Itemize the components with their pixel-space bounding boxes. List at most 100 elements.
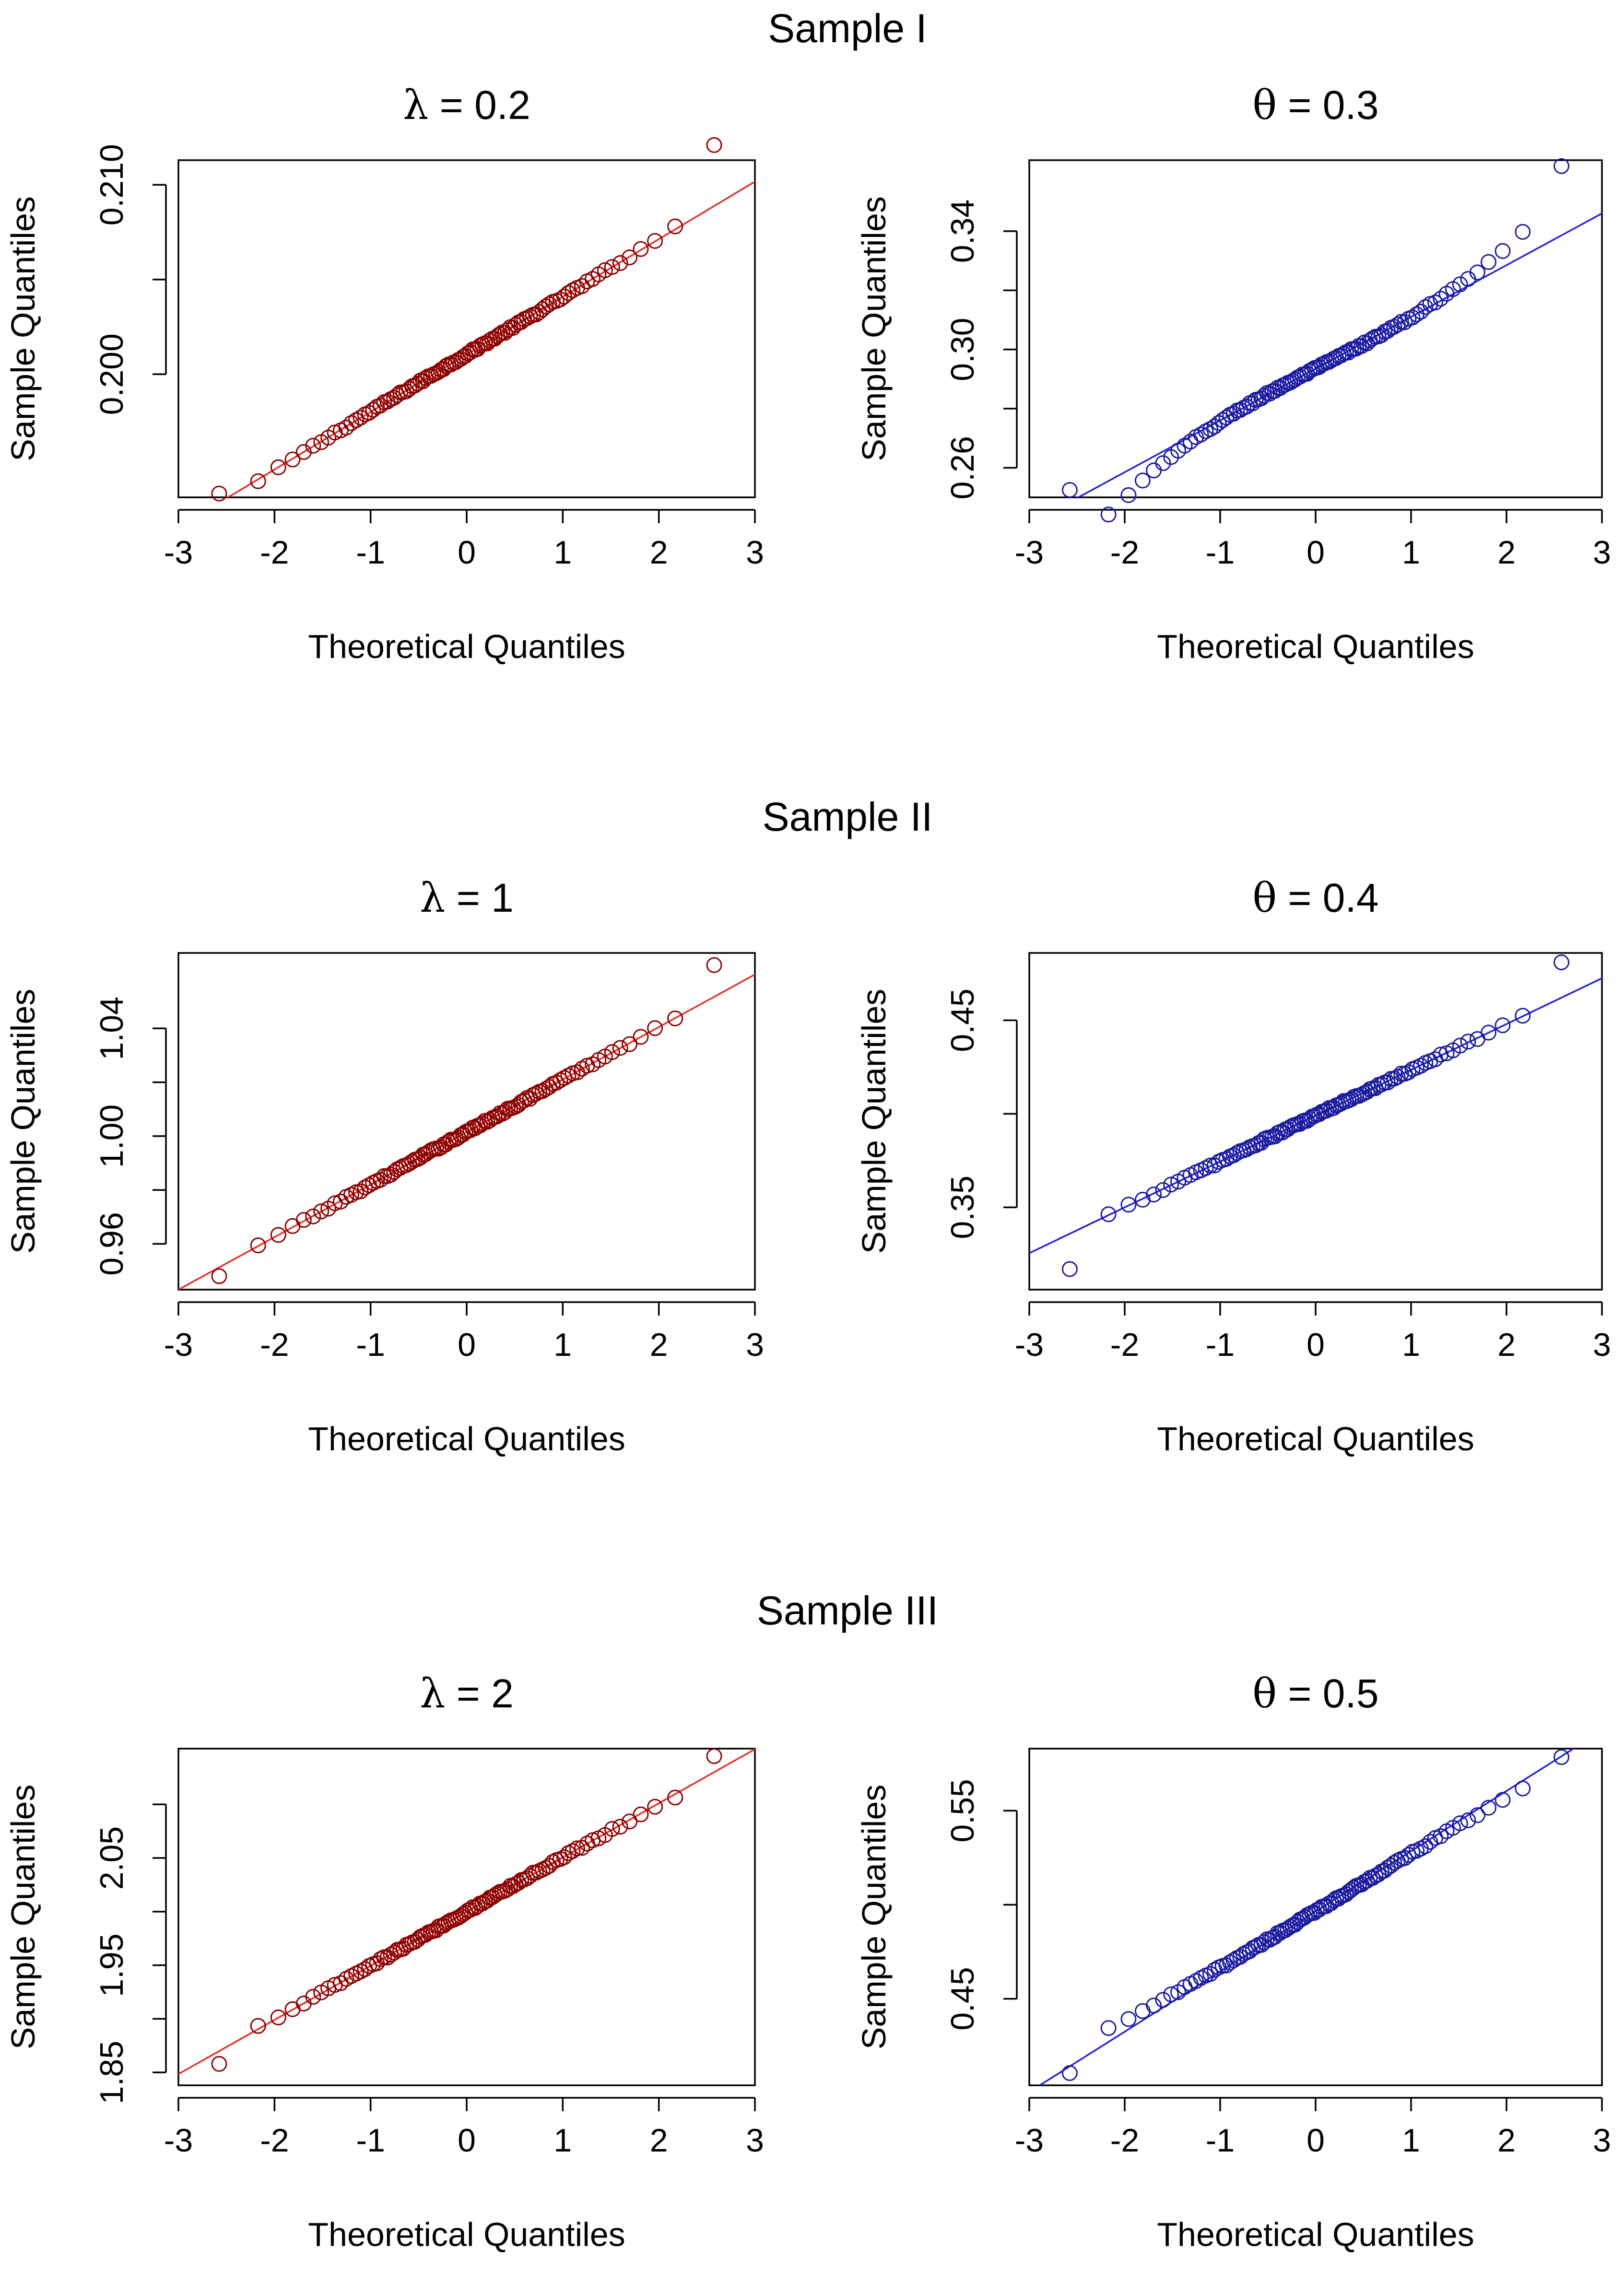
param-equals: = [1277,875,1323,920]
qq-point [622,1036,638,1052]
plot-frame [1028,159,1603,498]
qq-points [211,1748,722,2072]
qq-point [284,451,301,468]
x-tick-label: 2 [1497,2122,1516,2159]
qq-point [1206,1157,1223,1174]
qq-point [211,1268,227,1284]
x-tick-label: 0 [1306,1327,1325,1363]
param-value: 0.4 [1323,875,1379,920]
x-tick-label: 3 [746,1327,764,1363]
qq-point [365,401,381,418]
y-axis: 1.85 1.95 2.05 [94,1803,167,2104]
x-tick-label: 2 [650,2122,668,2159]
qq-point [647,1020,663,1036]
y-tick-label: 1.95 [94,1933,130,1997]
qq-point [1146,1998,1162,2014]
qq-point [250,1237,266,1254]
param-equals: = [445,1671,491,1716]
x-axis: -3 -2 -1 0 1 2 3 [1015,509,1611,571]
qq-point [1495,1017,1511,1034]
qq-point [1417,299,1434,315]
qq-point [1253,390,1270,406]
qq-point [569,1840,585,1857]
x-axis: -3 -2 -1 0 1 2 3 [1015,1301,1611,1363]
x-tick-label: -3 [1015,534,1044,571]
x-tick-label: -2 [260,2122,289,2159]
qq-point [552,291,568,307]
param-symbol: λ [403,82,428,129]
x-tick-label: 0 [1306,534,1325,571]
qq-point [556,1070,572,1086]
qq-point [505,320,521,336]
panel-title: θ = 0.5 [1252,1670,1378,1717]
qq-points [1061,1749,1570,2081]
qq-point [1373,1076,1389,1093]
qq-point [1146,462,1162,479]
x-tick-label: 3 [1593,1327,1611,1363]
qq-point [667,218,683,235]
x-tick-label: 1 [1402,1327,1420,1363]
qq-panel: λ = 1 -3 -2 -1 0 1 2 3 Theoretical Quantiles 0.96… [4,874,764,1458]
qq-point [1343,1881,1359,1898]
qq-point [612,255,628,271]
y-tick-label: 0.45 [944,988,981,1052]
qq-point [211,485,227,502]
panel-title: λ = 0.2 [403,82,530,129]
x-tick-label: 0 [458,1327,476,1363]
x-tick-label: 3 [1593,534,1611,571]
qq-point [604,1044,620,1060]
qq-point [519,1870,535,1886]
qq-panel: θ = 0.5 -3 -2 -1 0 1 2 3 Theoretical Quantiles 0.… [855,1670,1611,2253]
x-tick-label: -1 [1206,1327,1235,1363]
qq-point [706,957,722,973]
qq-point [1292,1116,1308,1132]
qq-point [338,420,354,436]
qq-point [1061,2065,1078,2081]
qq-point [1155,455,1171,471]
qq-point [1495,1792,1511,1808]
x-tick-label: 1 [1402,2122,1420,2159]
qq-point [1553,158,1570,174]
qq-point [667,1789,683,1806]
y-tick-label: 0.35 [944,1176,981,1239]
y-tick-label: 1.85 [94,2041,130,2104]
qq-point [1134,472,1151,489]
qq-point [604,259,620,275]
qq-point [574,1840,590,1856]
qq-point [507,1098,524,1115]
y-tick-label: 0.26 [944,436,981,499]
qq-point [343,415,360,431]
panels: λ = 0.2 -3 -2 -1 0 1 2 3 Theoretical Quantiles 0.… [4,82,1611,2253]
x-axis-label: Theoretical Quantiles [1157,2216,1474,2253]
plot-frame [177,1748,756,2086]
plot-frame [177,952,756,1291]
qq-point [353,1183,369,1199]
qq-point [633,1029,649,1045]
x-tick-label: -1 [356,1327,385,1363]
param-value: 0.3 [1323,82,1379,128]
x-tick-label: 1 [1402,534,1420,571]
panel-title: θ = 0.3 [1252,82,1378,129]
qq-point [1202,421,1218,437]
y-axis-label: Sample Quantiles [4,196,42,461]
qq-point [597,262,613,278]
x-axis-label: Theoretical Quantiles [308,2216,625,2253]
qq-point [541,296,557,312]
qq-point [1460,1812,1476,1828]
y-axis-label: Sample Quantiles [4,1785,42,2050]
qq-point [545,1854,561,1870]
qq-point [612,1819,628,1835]
qq-point [516,1092,532,1108]
qq-point [1413,304,1429,320]
qq-point [633,1806,649,1822]
qq-point [1553,1749,1570,1765]
qq-point [1397,314,1413,330]
qq-point [622,249,638,266]
y-tick-label: 0.96 [94,1212,130,1275]
x-tick-label: -2 [260,534,289,571]
qq-point [270,2009,286,2025]
qq-point [1515,1008,1531,1024]
qq-point [1495,243,1511,259]
qq-point [487,1887,503,1904]
qq-point [1404,309,1421,326]
